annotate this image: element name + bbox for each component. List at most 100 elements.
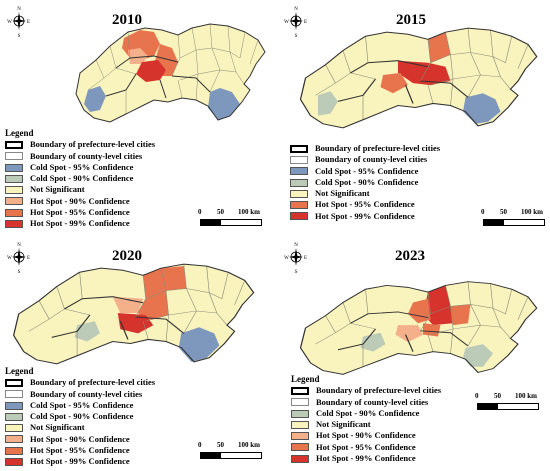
legend-swatch — [290, 178, 308, 187]
legend-label: Cold Spot - 90% Confidence — [30, 411, 134, 422]
legend-item: Cold Spot - 90% Confidence — [5, 411, 155, 422]
legend-label: Hot Spot - 99% Confidence — [30, 218, 130, 229]
legend-label: Not Significant — [315, 188, 370, 199]
legend-swatch — [5, 458, 23, 467]
map-year-title: 2020 — [112, 248, 142, 264]
legend-swatch — [290, 167, 308, 176]
legend-swatch — [290, 212, 308, 221]
legend-item: Cold Spot - 95% Confidence — [290, 166, 440, 177]
legend-swatch — [5, 152, 23, 161]
legend-label: Cold Spot - 90% Confidence — [315, 176, 419, 187]
legend-label: Hot Spot - 99% Confidence — [30, 456, 130, 467]
scale-bar: 0 50 100 km — [475, 392, 545, 418]
legend-item: Boundary of county-level cities — [291, 397, 441, 408]
legend-label: Boundary of prefecture-level cities — [316, 385, 442, 396]
map-legend: Legend Boundary of prefecture-level citi… — [5, 366, 155, 468]
legend-label: Boundary of county-level cities — [315, 154, 428, 165]
legend-swatch — [290, 189, 308, 198]
legend-item: Hot Spot - 95% Confidence — [5, 207, 155, 218]
svg-text:S: S — [18, 270, 21, 274]
legend-swatch — [291, 432, 309, 441]
map-panel-2020: 2020 N W E S Legend Boundary of prefectu… — [0, 236, 275, 471]
legend-swatch — [5, 140, 23, 149]
legend-label: Hot Spot - 95% Confidence — [315, 199, 415, 210]
legend-item: Hot Spot - 90% Confidence — [5, 196, 155, 207]
svg-text:N: N — [17, 7, 21, 12]
legend-swatch — [291, 420, 309, 429]
map-legend: Legend Boundary of prefecture-level citi… — [291, 374, 441, 464]
svg-text:E: E — [27, 256, 30, 261]
legend-swatch — [291, 398, 309, 407]
legend-swatch — [5, 186, 23, 195]
legend-label: Not Significant — [30, 184, 85, 195]
legend-label: Hot Spot - 90% Confidence — [30, 433, 130, 444]
legend-label: Hot Spot - 95% Confidence — [316, 441, 416, 452]
hotspot-map — [299, 281, 538, 375]
svg-text:W: W — [284, 20, 289, 25]
legend-swatch — [5, 220, 23, 229]
legend-label: Cold Spot - 95% Confidence — [30, 161, 134, 172]
svg-text:W: W — [7, 20, 12, 25]
svg-text:W: W — [284, 256, 289, 261]
legend-swatch — [5, 390, 23, 399]
svg-text:S: S — [295, 270, 298, 274]
svg-text:N: N — [17, 243, 21, 248]
map-year-title: 2023 — [395, 248, 425, 264]
scale-bar: 0 50 100 km — [198, 441, 268, 467]
legend-item: Not Significant — [290, 188, 440, 199]
legend-swatch — [291, 409, 309, 418]
legend-item: Boundary of county-level cities — [290, 154, 440, 165]
svg-text:E: E — [304, 256, 307, 261]
legend-item: Hot Spot - 99% Confidence — [5, 218, 155, 229]
legend-label: Hot Spot - 90% Confidence — [316, 430, 416, 441]
legend-item: Cold Spot - 90% Confidence — [5, 173, 155, 184]
legend-item: Cold Spot - 95% Confidence — [5, 162, 155, 173]
map-year-title: 2015 — [396, 12, 426, 28]
legend-swatch — [5, 435, 23, 444]
compass-icon: N W E S — [7, 7, 30, 38]
legend-swatch — [5, 378, 23, 387]
hotspot-map — [299, 27, 538, 129]
legend-item: Hot Spot - 99% Confidence — [5, 456, 155, 467]
svg-text:N: N — [294, 243, 298, 248]
legend-item: Not Significant — [5, 184, 155, 195]
legend-swatch — [5, 174, 23, 183]
legend-item: Boundary of county-level cities — [5, 151, 155, 162]
compass-icon: N W E S — [284, 243, 307, 274]
legend-item: Boundary of prefecture-level cities — [291, 385, 441, 396]
legend-item: Hot Spot - 90% Confidence — [291, 430, 441, 441]
legend-swatch — [5, 401, 23, 410]
svg-text:E: E — [27, 20, 30, 25]
legend-label: Boundary of prefecture-level cities — [315, 143, 441, 153]
legend-swatch — [291, 443, 309, 452]
legend-item: Boundary of prefecture-level cities — [290, 143, 440, 154]
legend-item: Cold Spot - 95% Confidence — [5, 400, 155, 411]
legend-item: Not Significant — [5, 422, 155, 433]
legend-label: Hot Spot - 90% Confidence — [30, 195, 130, 206]
legend-item: Boundary of county-level cities — [5, 389, 155, 400]
legend-label: Not Significant — [316, 419, 371, 430]
map-year-title: 2010 — [112, 12, 142, 28]
legend-label: Boundary of county-level cities — [30, 150, 143, 161]
svg-text:S: S — [295, 34, 298, 38]
legend-item: Hot Spot - 90% Confidence — [5, 434, 155, 445]
legend-title: Legend — [5, 128, 34, 138]
legend-item: Boundary of prefecture-level cities — [5, 139, 155, 150]
legend-item: Hot Spot - 99% Confidence — [291, 453, 441, 464]
legend-swatch — [5, 197, 23, 206]
legend-swatch — [290, 155, 308, 164]
compass-icon: N W E S — [284, 7, 307, 38]
legend-label: Cold Spot - 90% Confidence — [30, 173, 134, 184]
legend-swatch — [291, 386, 309, 395]
legend-title: Legend — [291, 374, 320, 384]
legend-title: Legend — [5, 366, 34, 376]
legend-label: Cold Spot - 95% Confidence — [315, 165, 419, 176]
legend-item: Boundary of prefecture-level cities — [5, 377, 155, 388]
legend-swatch — [5, 208, 23, 217]
svg-text:N: N — [294, 7, 298, 12]
legend-swatch — [5, 424, 23, 433]
legend-label: Hot Spot - 99% Confidence — [316, 453, 416, 464]
legend-item: Hot Spot - 99% Confidence — [290, 211, 440, 222]
compass-icon: N W E S — [7, 243, 30, 274]
svg-text:E: E — [304, 20, 307, 25]
